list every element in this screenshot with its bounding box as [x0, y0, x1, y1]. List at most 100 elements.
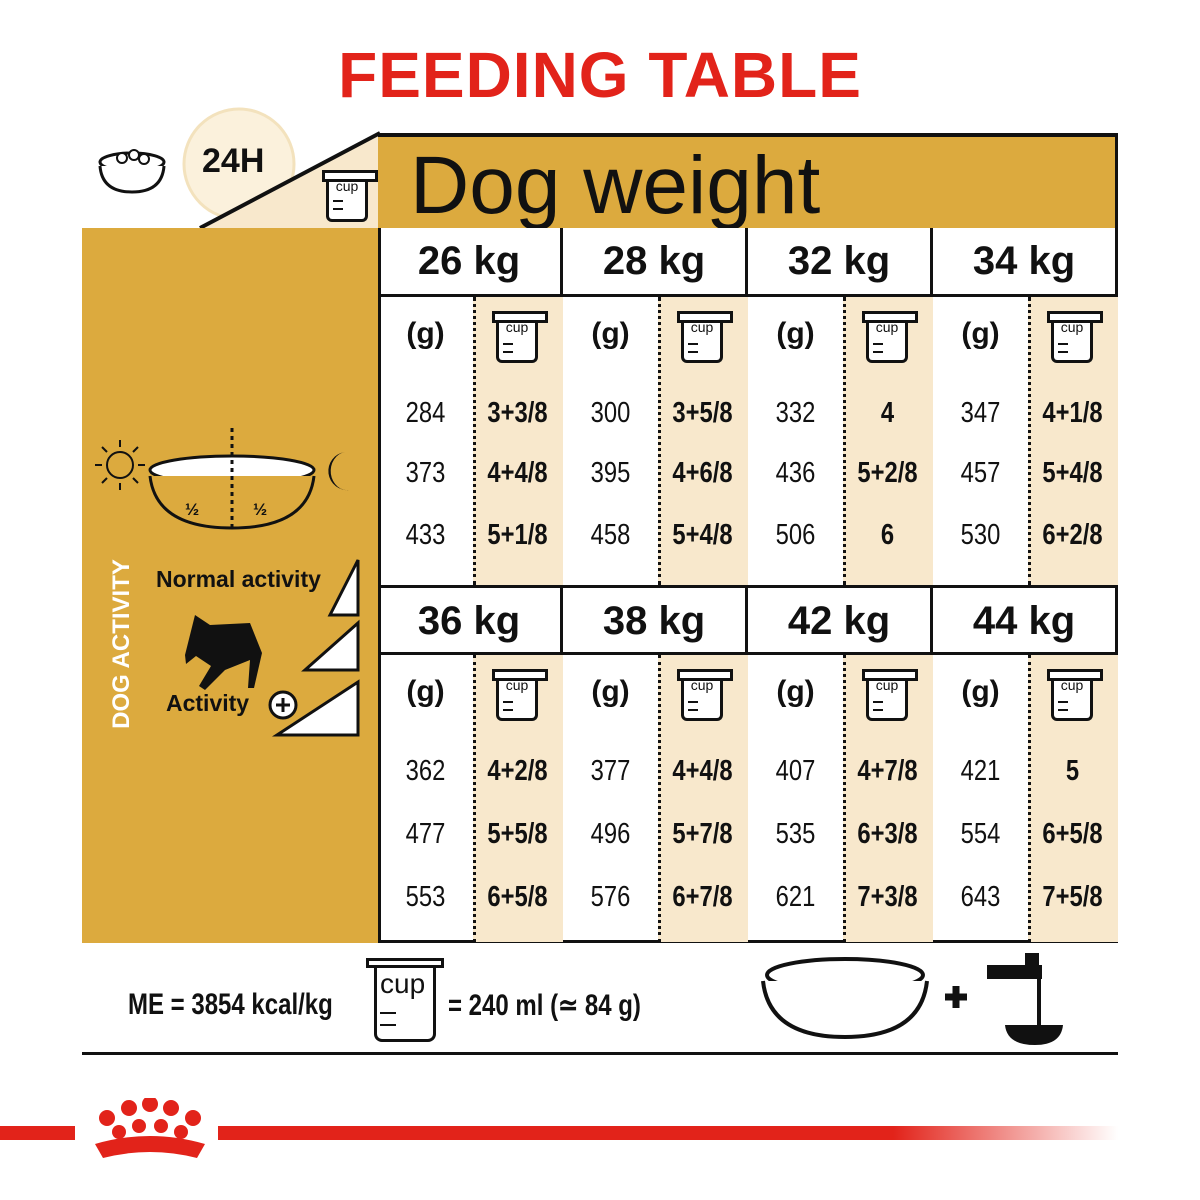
cups-value: 5+1/8	[487, 519, 548, 551]
cups-value: 7+3/8	[857, 881, 918, 913]
weight-header: 34 kg	[933, 228, 1115, 297]
cups-value: 5+5/8	[487, 818, 548, 850]
cups-value: 5+4/8	[1042, 457, 1103, 489]
weight-column: 26 kg (g) cup 284 3+3/8 373 4+4/8 433 5+1/8	[378, 228, 563, 585]
plus-icon	[945, 986, 967, 1008]
grams-value: 284	[405, 397, 446, 429]
dog-activity-label: DOG ACTIVITY	[108, 559, 135, 729]
weight-header: 36 kg	[378, 585, 560, 655]
grams-header: (g)	[406, 317, 445, 350]
cup-icon: cup	[677, 669, 733, 721]
grams-value: 347	[960, 397, 1001, 429]
cup-icon: cup	[1047, 311, 1103, 363]
half-right-label: ½	[253, 500, 268, 519]
cups-value: 4+4/8	[487, 457, 548, 489]
grams-value: 373	[405, 457, 446, 489]
cup-icon: cup	[1047, 669, 1103, 721]
grams-value: 576	[590, 881, 631, 913]
cups-value: 4+1/8	[1042, 397, 1103, 429]
dog-silhouette-icon	[185, 615, 262, 690]
cup-icon-label: cup	[505, 677, 529, 693]
brand-line-left	[0, 1126, 75, 1140]
weight-body: (g) cup 284 3+3/8 373 4+4/8 433 5+1/8	[378, 297, 563, 585]
cup-icon-label: cup	[380, 968, 426, 999]
grams-value: 554	[960, 818, 1001, 850]
weight-column: 32 kg (g) cup 332 4 436 5+2/8 506 6	[748, 228, 933, 585]
grams-value: 433	[405, 519, 446, 551]
activity-panel	[82, 228, 378, 943]
activity-illustration	[95, 428, 360, 737]
weight-column: 36 kg (g) cup 362 4+2/8 477 5+5/8 553 6+5/8	[378, 585, 563, 942]
divider	[82, 1052, 1118, 1055]
cup-icon-label: cup	[1060, 319, 1084, 335]
weight-header: 32 kg	[748, 228, 930, 297]
dog-weight-header: Dog weight	[378, 133, 1118, 231]
sun-icon	[95, 440, 145, 490]
weight-body: (g) cup 362 4+2/8 477 5+5/8 553 6+5/8	[378, 655, 563, 942]
cups-value: 6+3/8	[857, 818, 918, 850]
grams-header: (g)	[961, 675, 1000, 708]
grams-value: 530	[960, 519, 1001, 551]
cup-icon-label: cup	[875, 677, 899, 693]
weight-column: 34 kg (g) cup 347 4+1/8 457 5+4/8 530 6+2/8	[933, 228, 1118, 585]
cup-icon: cup	[366, 958, 444, 1044]
weight-column: 44 kg (g) cup 421 5 554 6+5/8 643 7+5/8	[933, 585, 1118, 942]
weight-column: 28 kg (g) cup 300 3+5/8 395 4+6/8 458 5+4/8	[563, 228, 748, 585]
cups-value: 5+2/8	[857, 457, 918, 489]
grams-value: 553	[405, 881, 446, 913]
cups-value: 3+3/8	[487, 397, 548, 429]
weight-header: 44 kg	[933, 585, 1115, 655]
grams-value: 535	[775, 818, 816, 850]
cups-value: 5	[1065, 755, 1080, 787]
grams-header: (g)	[591, 675, 630, 708]
weight-body: (g) cup 421 5 554 6+5/8 643 7+5/8	[933, 655, 1118, 942]
grams-value: 362	[405, 755, 446, 787]
cups-value: 4	[880, 397, 895, 429]
weight-body: (g) cup 332 4 436 5+2/8 506 6	[748, 297, 933, 585]
cups-value: 4+7/8	[857, 755, 918, 787]
grams-header: (g)	[776, 317, 815, 350]
cup-icon: cup	[322, 170, 378, 222]
weight-header: 42 kg	[748, 585, 930, 655]
cup-icon: cup	[862, 311, 918, 363]
activity-plus-label: Activity	[166, 690, 250, 716]
page-title: FEEDING TABLE	[338, 39, 862, 111]
weight-header: 38 kg	[563, 585, 745, 655]
cups-value: 6+5/8	[487, 881, 548, 913]
grams-value: 458	[590, 519, 631, 551]
grams-value: 496	[590, 818, 631, 850]
grams-value: 477	[405, 818, 446, 850]
grams-value: 506	[775, 519, 816, 551]
royal-canin-crown-logo	[95, 1098, 205, 1158]
weight-body: (g) cup 377 4+4/8 496 5+7/8 576 6+7/8	[563, 655, 748, 942]
weight-body: (g) cup 407 4+7/8 535 6+3/8 621 7+3/8	[748, 655, 933, 942]
moon-icon	[328, 452, 350, 491]
grams-value: 300	[590, 397, 631, 429]
grams-value: 395	[590, 457, 631, 489]
cup-icon: cup	[862, 669, 918, 721]
weight-column: 38 kg (g) cup 377 4+4/8 496 5+7/8 576 6+7/8	[563, 585, 748, 942]
cups-value: 6+5/8	[1042, 818, 1103, 850]
cups-value: 4+6/8	[672, 457, 733, 489]
brand-line-right	[218, 1126, 1118, 1140]
cup-icon-label: cup	[875, 319, 899, 335]
half-left-label: ½	[185, 500, 200, 519]
grams-header: (g)	[591, 317, 630, 350]
cups-value: 7+5/8	[1042, 881, 1103, 913]
cup-icon-label: cup	[335, 178, 359, 194]
cups-value: 4+4/8	[672, 755, 733, 787]
grams-value: 621	[775, 881, 816, 913]
weight-body: (g) cup 347 4+1/8 457 5+4/8 530 6+2/8	[933, 297, 1118, 585]
grams-value: 643	[960, 881, 1001, 913]
grams-header: (g)	[406, 675, 445, 708]
cup-icon-label: cup	[690, 677, 714, 693]
normal-activity-label: Normal activity	[156, 566, 321, 592]
cups-value: 3+5/8	[672, 397, 733, 429]
food-and-water-illustration	[761, 953, 1063, 1045]
daily-label: 24H	[202, 142, 265, 180]
cups-value: 6+2/8	[1042, 519, 1103, 551]
grams-header: (g)	[776, 675, 815, 708]
cup-icon-label: cup	[690, 319, 714, 335]
cup-icon: cup	[492, 669, 548, 721]
cup-equivalence: = 240 ml (≃ 84 g)	[448, 989, 641, 1022]
